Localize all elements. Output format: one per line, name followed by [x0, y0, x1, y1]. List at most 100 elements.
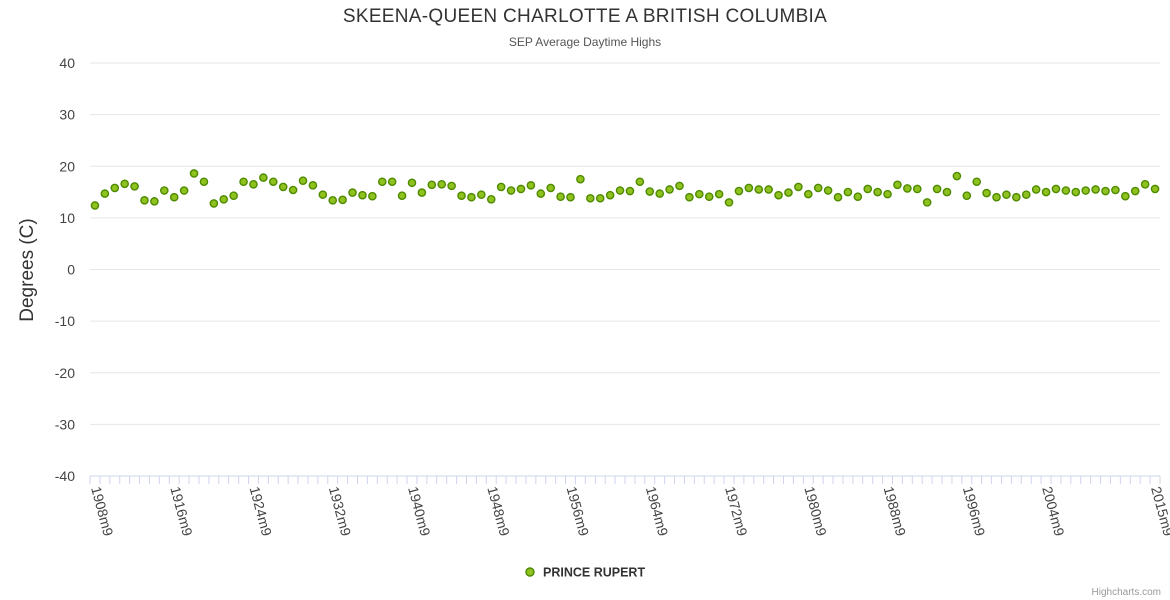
data-point[interactable] — [417, 188, 427, 197]
data-point[interactable] — [843, 187, 853, 197]
data-point[interactable] — [605, 190, 615, 200]
data-point[interactable] — [982, 188, 991, 198]
data-point[interactable] — [803, 189, 813, 199]
data-point[interactable] — [160, 186, 169, 195]
data-point[interactable] — [150, 197, 159, 206]
data-point[interactable] — [1091, 185, 1100, 194]
data-point[interactable] — [912, 184, 922, 194]
data-point[interactable] — [387, 177, 397, 187]
data-point[interactable] — [764, 185, 773, 194]
data-point[interactable] — [556, 192, 565, 202]
data-point[interactable] — [962, 191, 972, 200]
data-point[interactable] — [179, 186, 189, 195]
data-point[interactable] — [615, 186, 625, 195]
data-point[interactable] — [784, 188, 793, 197]
data-point[interactable] — [219, 194, 229, 204]
data-point[interactable] — [358, 190, 367, 200]
data-point[interactable] — [695, 189, 704, 199]
data-point[interactable] — [249, 180, 258, 189]
data-point[interactable] — [278, 182, 288, 192]
data-point[interactable] — [397, 191, 407, 200]
data-point[interactable] — [506, 186, 516, 195]
data-point[interactable] — [169, 192, 179, 202]
data-point[interactable] — [635, 177, 645, 187]
data-point[interactable] — [209, 199, 219, 208]
data-point[interactable] — [1140, 180, 1150, 189]
data-point[interactable] — [1051, 184, 1061, 194]
data-point[interactable] — [526, 181, 536, 190]
data-point[interactable] — [665, 185, 674, 194]
data-point[interactable] — [318, 190, 328, 199]
data-point[interactable] — [110, 183, 120, 193]
data-point[interactable] — [1002, 190, 1011, 199]
data-point[interactable] — [774, 190, 783, 200]
data-point[interactable] — [576, 174, 585, 184]
data-point[interactable] — [536, 189, 546, 198]
data-point[interactable] — [546, 183, 555, 193]
data-point[interactable] — [437, 180, 447, 189]
data-point[interactable] — [120, 179, 129, 189]
data-point[interactable] — [883, 189, 892, 199]
data-point[interactable] — [1150, 184, 1160, 194]
data-point[interactable] — [516, 184, 526, 194]
data-point[interactable] — [932, 184, 942, 194]
data-point[interactable] — [1071, 187, 1081, 197]
legend[interactable]: PRINCE RUPERT — [525, 566, 645, 580]
data-point[interactable] — [427, 180, 437, 190]
data-point[interactable] — [486, 194, 496, 204]
data-point[interactable] — [734, 186, 744, 196]
data-point[interactable] — [1130, 186, 1140, 196]
data-point[interactable] — [655, 189, 664, 198]
data-point[interactable] — [496, 182, 506, 192]
data-point[interactable] — [348, 188, 357, 197]
data-point[interactable] — [100, 189, 110, 198]
data-point[interactable] — [1121, 191, 1130, 201]
data-point[interactable] — [645, 187, 655, 196]
data-point[interactable] — [268, 177, 278, 187]
data-point[interactable] — [893, 180, 902, 190]
data-point[interactable] — [794, 182, 803, 192]
data-point[interactable] — [595, 193, 605, 203]
credits-link[interactable]: Highcharts.com — [1092, 587, 1161, 598]
data-point[interactable] — [368, 191, 377, 201]
data-point[interactable] — [823, 186, 833, 195]
data-point[interactable] — [457, 191, 466, 200]
data-point[interactable] — [130, 182, 139, 191]
data-point[interactable] — [714, 189, 724, 199]
data-point[interactable] — [813, 183, 823, 193]
data-point[interactable] — [338, 195, 347, 205]
data-point[interactable] — [1041, 187, 1051, 197]
data-point[interactable] — [724, 198, 734, 207]
data-point[interactable] — [1021, 190, 1031, 199]
data-point[interactable] — [407, 178, 417, 188]
data-point[interactable] — [140, 196, 149, 205]
data-point[interactable] — [1101, 186, 1110, 196]
data-point[interactable] — [298, 176, 308, 186]
data-point[interactable] — [853, 192, 863, 202]
data-point[interactable] — [744, 183, 754, 193]
data-point[interactable] — [704, 192, 714, 202]
data-point[interactable] — [754, 185, 764, 194]
data-point[interactable] — [586, 193, 595, 203]
data-point[interactable] — [685, 192, 694, 202]
data-point[interactable] — [1012, 192, 1021, 202]
data-point[interactable] — [972, 177, 982, 187]
data-point[interactable] — [1061, 186, 1071, 195]
data-point[interactable] — [675, 181, 684, 191]
data-point[interactable] — [992, 192, 1001, 202]
data-point[interactable] — [239, 177, 248, 187]
data-point[interactable] — [863, 184, 873, 194]
data-point[interactable] — [477, 190, 486, 199]
data-point[interactable] — [922, 198, 932, 207]
data-point[interactable] — [833, 192, 843, 202]
data-point[interactable] — [1031, 185, 1041, 194]
data-point[interactable] — [328, 196, 338, 205]
data-point[interactable] — [625, 186, 635, 196]
data-point[interactable] — [90, 201, 100, 210]
data-point[interactable] — [377, 177, 387, 187]
data-point[interactable] — [566, 192, 575, 202]
data-point[interactable] — [903, 184, 912, 193]
data-point[interactable] — [1081, 186, 1090, 195]
data-point[interactable] — [199, 177, 209, 187]
data-point[interactable] — [1111, 185, 1120, 195]
